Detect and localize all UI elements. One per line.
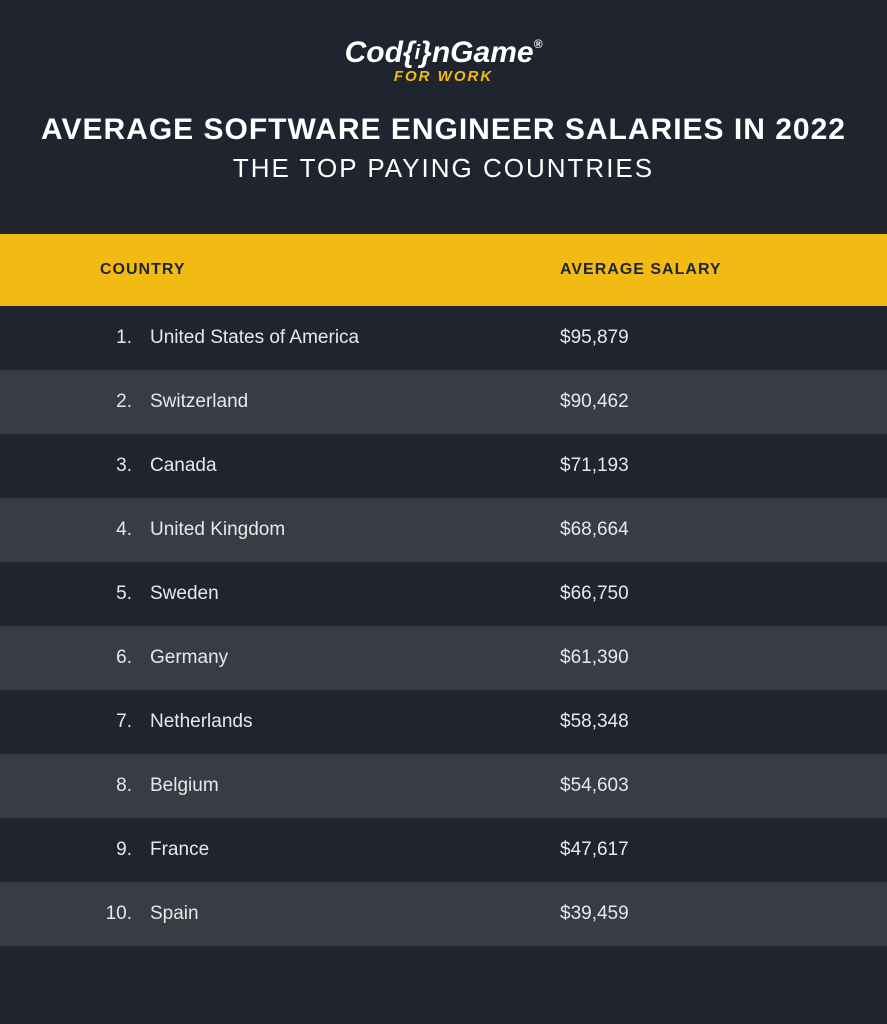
- table-row: 8.Belgium$54,603: [0, 754, 887, 818]
- rank-cell: 3.: [0, 455, 150, 477]
- country-cell: United Kingdom: [150, 519, 540, 541]
- title-sub: THE TOP PAYING COUNTRIES: [40, 153, 847, 184]
- salary-cell: $47,617: [540, 839, 887, 861]
- rank-cell: 8.: [0, 775, 150, 797]
- salary-cell: $58,348: [540, 711, 887, 733]
- salary-cell: $71,193: [540, 455, 887, 477]
- title-block: AVERAGE SOFTWARE ENGINEER SALARIES IN 20…: [0, 113, 887, 184]
- table-row: 4.United Kingdom$68,664: [0, 498, 887, 562]
- rank-cell: 1.: [0, 327, 150, 349]
- table-row: 7.Netherlands$58,348: [0, 690, 887, 754]
- rank-cell: 10.: [0, 903, 150, 925]
- rank-cell: 7.: [0, 711, 150, 733]
- country-cell: Sweden: [150, 583, 540, 605]
- table-body: 1.United States of America$95,8792.Switz…: [0, 306, 887, 946]
- salary-cell: $61,390: [540, 647, 887, 669]
- salary-cell: $90,462: [540, 391, 887, 413]
- country-cell: Netherlands: [150, 711, 540, 733]
- rank-cell: 2.: [0, 391, 150, 413]
- country-cell: Switzerland: [150, 391, 540, 413]
- infographic-container: Cod{i}nGame® FOR WORK AVERAGE SOFTWARE E…: [0, 0, 887, 1024]
- table-row: 1.United States of America$95,879: [0, 306, 887, 370]
- country-cell: France: [150, 839, 540, 861]
- rank-cell: 5.: [0, 583, 150, 605]
- country-cell: Belgium: [150, 775, 540, 797]
- rank-cell: 9.: [0, 839, 150, 861]
- rank-cell: 4.: [0, 519, 150, 541]
- table-header-row: COUNTRY AVERAGE SALARY: [0, 234, 887, 306]
- salary-cell: $95,879: [540, 327, 887, 349]
- logo-sub-text: FOR WORK: [0, 68, 887, 85]
- table-row: 2.Switzerland$90,462: [0, 370, 887, 434]
- country-cell: Canada: [150, 455, 540, 477]
- country-cell: Spain: [150, 903, 540, 925]
- salary-cell: $68,664: [540, 519, 887, 541]
- table-row: 9.France$47,617: [0, 818, 887, 882]
- footer-space: [0, 946, 887, 1002]
- table-row: 3.Canada$71,193: [0, 434, 887, 498]
- country-cell: Germany: [150, 647, 540, 669]
- salary-cell: $39,459: [540, 903, 887, 925]
- rank-cell: 6.: [0, 647, 150, 669]
- header-salary: AVERAGE SALARY: [540, 261, 887, 279]
- table-row: 10.Spain$39,459: [0, 882, 887, 946]
- logo-block: Cod{i}nGame® FOR WORK: [0, 36, 887, 85]
- country-cell: United States of America: [150, 327, 540, 349]
- header-country: COUNTRY: [0, 261, 540, 279]
- logo-main-text: Cod{i}nGame®: [345, 36, 543, 70]
- salary-cell: $54,603: [540, 775, 887, 797]
- salary-table: COUNTRY AVERAGE SALARY 1.United States o…: [0, 234, 887, 1002]
- title-main: AVERAGE SOFTWARE ENGINEER SALARIES IN 20…: [40, 113, 847, 147]
- table-row: 6.Germany$61,390: [0, 626, 887, 690]
- table-row: 5.Sweden$66,750: [0, 562, 887, 626]
- salary-cell: $66,750: [540, 583, 887, 605]
